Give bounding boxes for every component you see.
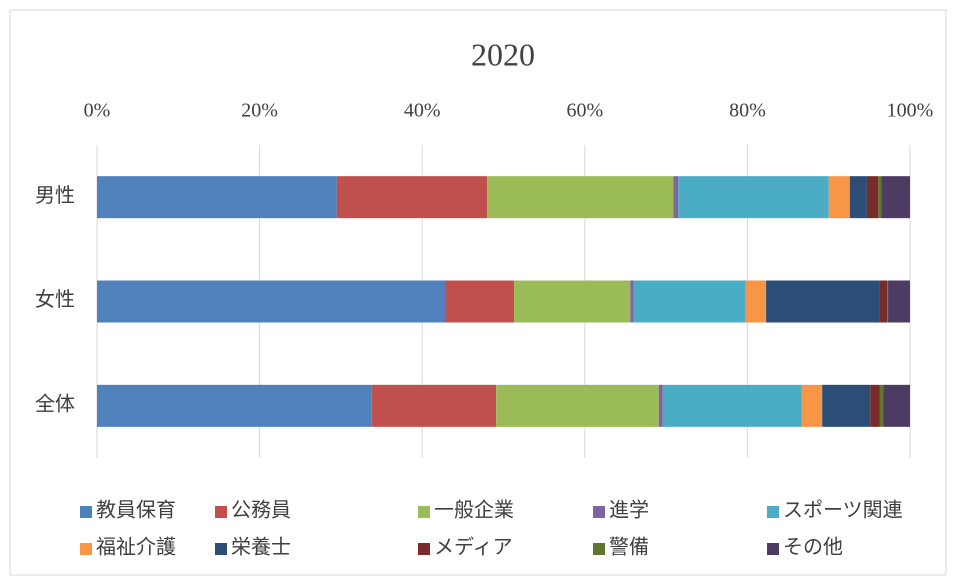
legend-swatch [593,506,605,518]
legend-label: スポーツ関連 [783,499,903,522]
legend-label: その他 [783,536,843,559]
y-tick-label: 全体 [35,392,75,415]
bar-segment [673,176,679,219]
bar-segment [881,176,910,219]
legend-label: 一般企業 [434,499,514,522]
bar-segment [336,176,488,219]
x-tick-label: 80% [729,100,766,122]
x-tick-label: 0% [84,100,111,122]
legend-swatch [418,506,430,518]
bar-segment [658,384,663,427]
bar-segment [801,384,823,427]
bar-segment [487,176,674,219]
legend-label: メディア [434,536,513,559]
legend-label: 教員保育 [96,499,176,522]
legend-swatch [80,543,92,555]
bar-segment [514,280,631,323]
bar-segment [828,176,850,219]
bar-segment [849,176,867,219]
legend-swatch [80,506,92,518]
bar-segment [97,280,445,323]
x-tick-label: 100% [887,100,934,122]
bar-segment [883,384,910,427]
legend-swatch [767,543,779,555]
bar-segment [878,176,882,219]
bar-segment [97,384,372,427]
bar-segment [662,384,802,427]
bar-segment [822,384,871,427]
legend-label: 栄養士 [231,536,291,559]
bar-segment [633,280,746,323]
chart-title: 2020 [471,36,535,72]
bar-segment [879,384,884,427]
x-tick-label: 40% [404,100,441,122]
bar-segment [444,280,515,323]
bar-segment [97,176,337,219]
bar-segment [766,280,880,323]
legend-label: 進学 [609,499,649,522]
bar-segment [371,384,497,427]
x-tick-label: 20% [241,100,278,122]
legend-swatch [593,543,605,555]
bar-segment [888,280,910,323]
bar-segment [678,176,829,219]
legend-label: 福祉介護 [96,536,176,559]
y-tick-label: 女性 [35,288,75,311]
bar-segment [879,280,888,323]
y-tick-label: 男性 [35,184,75,207]
bar-segment [630,280,634,323]
bar-segment [870,384,880,427]
bar-segment [887,280,889,323]
legend-swatch [215,543,227,555]
legend-label: 警備 [609,536,649,559]
legend-swatch [418,543,430,555]
legend-label: 公務員 [231,499,291,522]
bar-segment [866,176,879,219]
legend-swatch [767,506,779,518]
legend-swatch [215,506,227,518]
bar-segment [745,280,767,323]
x-tick-label: 60% [566,100,603,122]
bar-segment [496,384,659,427]
